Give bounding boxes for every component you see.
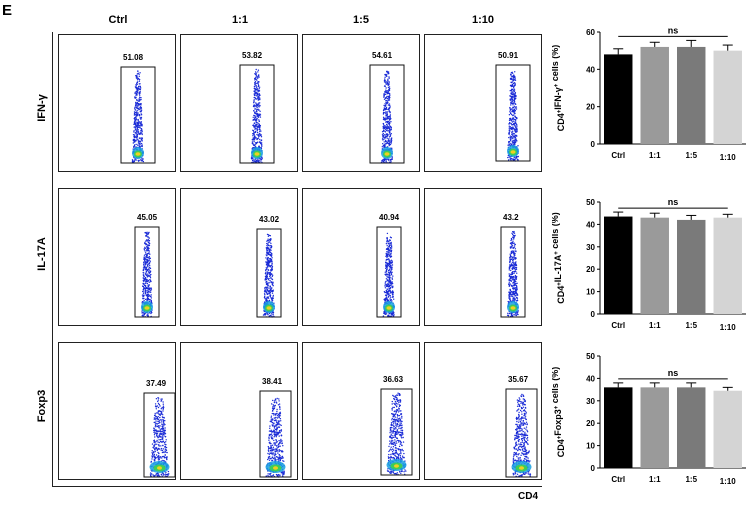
significance-label: ns [668, 368, 679, 378]
category-label: 1:10 [720, 477, 737, 486]
y-tick-label: 40 [586, 65, 595, 74]
flow-plot: 43.02 [180, 188, 298, 326]
flow-scatter [380, 388, 413, 476]
category-label: 1:10 [720, 323, 737, 332]
gate-percentage: 50.91 [498, 51, 519, 60]
column-heading-ctrl: Ctrl [108, 14, 128, 26]
y-tick-label: 50 [586, 198, 595, 207]
y-axis-label: CD4+IFN-γ+ cells (%) [552, 45, 566, 132]
flow-plot: 51.08 [58, 34, 176, 172]
panel-letter: E [2, 2, 13, 19]
bar [713, 390, 742, 468]
column-heading-1-1: 1:1 [232, 14, 248, 26]
y-tick-label: 20 [586, 265, 595, 274]
row-label-foxp3: Foxp3 [36, 389, 48, 423]
y-tick-label: 60 [586, 28, 595, 37]
y-tick-label: 30 [586, 243, 595, 252]
y-tick-label: 20 [586, 103, 595, 112]
y-tick-label: 0 [591, 310, 596, 319]
bar [713, 50, 742, 144]
x-axis-line [52, 486, 542, 487]
significance-label: ns [668, 197, 679, 207]
significance-label: ns [668, 25, 679, 35]
bar [604, 216, 633, 314]
bar-chart-il-17a: CD4+IL-17A+ cells (%) 0 10 20 30 40 50 Ctrl 1:1 1… [552, 197, 746, 332]
column-heading-1-10: 1:10 [471, 14, 495, 26]
flow-plot: 50.91 [424, 34, 542, 172]
column-heading-1-5: 1:5 [353, 14, 369, 26]
bar [640, 217, 669, 314]
gate-percentage: 35.67 [508, 375, 529, 384]
gate-percentage: 54.61 [372, 51, 393, 60]
bar [640, 46, 669, 144]
y-tick-label: 40 [586, 374, 595, 383]
category-label: Ctrl [611, 475, 625, 484]
category-label: 1:1 [649, 151, 661, 160]
flow-plot: 53.82 [180, 34, 298, 172]
gate-percentage: 53.82 [242, 51, 263, 60]
flow-plot: 38.41 [180, 342, 298, 480]
flow-scatter [500, 226, 526, 318]
y-tick-label: 10 [586, 288, 595, 297]
gate-percentage: 38.41 [262, 377, 283, 386]
bar-chart-foxp3: CD4+Foxp3+ cells (%) 0 10 20 30 40 50 Ctrl 1:1 1:… [552, 352, 746, 486]
bar-chart-ifn-gamma: CD4+IFN-γ+ cells (%) 0 20 40 60 Ctrl 1:1 1:5 1:1… [552, 25, 746, 162]
category-label: 1:1 [649, 475, 661, 484]
flow-plot: 36.63 [302, 342, 420, 480]
gate-percentage: 37.49 [146, 379, 167, 388]
category-label: 1:1 [649, 321, 661, 330]
gate-percentage: 43.02 [259, 215, 280, 224]
y-tick-label: 20 [586, 419, 595, 428]
y-tick-label: 0 [591, 464, 596, 473]
gate-percentage: 36.63 [383, 375, 404, 384]
flow-plot: 43.2 [424, 188, 542, 326]
flow-plot: 35.67 [424, 342, 542, 480]
x-axis-title: CD4 [518, 491, 539, 502]
flow-scatter [376, 226, 402, 318]
bar [604, 54, 633, 144]
gate-percentage: 43.2 [503, 213, 519, 222]
bar [640, 387, 669, 468]
y-tick-label: 0 [591, 140, 596, 149]
category-label: Ctrl [611, 321, 625, 330]
y-tick-label: 40 [586, 220, 595, 229]
gate-percentage: 40.94 [379, 213, 400, 222]
flow-scatter [120, 66, 156, 164]
flow-scatter [134, 226, 160, 318]
bar [713, 217, 742, 314]
row-label-il-17a: IL-17A [36, 237, 48, 271]
category-label: Ctrl [611, 151, 625, 160]
y-tick-label: 10 [586, 442, 595, 451]
flow-plot: 37.49 [58, 342, 176, 480]
flow-scatter [259, 390, 292, 478]
flow-scatter [239, 64, 275, 164]
flow-scatter [256, 228, 282, 318]
flow-plot: 45.05 [58, 188, 176, 326]
flow-scatter [505, 388, 538, 478]
y-axis-line [52, 32, 53, 487]
category-label: 1:10 [720, 153, 737, 162]
y-axis-label: CD4+Foxp3+ cells (%) [552, 367, 566, 458]
gate-percentage: 45.05 [137, 213, 158, 222]
flow-plot: 40.94 [302, 188, 420, 326]
flow-scatter [143, 392, 176, 478]
bar [677, 46, 706, 144]
y-tick-label: 30 [586, 397, 595, 406]
category-label: 1:5 [685, 475, 697, 484]
bar [677, 387, 706, 468]
y-tick-label: 50 [586, 352, 595, 361]
flow-scatter [369, 64, 405, 164]
flow-plot: 54.61 [302, 34, 420, 172]
bar [677, 219, 706, 314]
flow-scatter [495, 64, 531, 162]
row-label-ifn-gamma: IFN-γ [36, 94, 48, 122]
y-axis-label: CD4+IL-17A+ cells (%) [552, 212, 566, 304]
bar [604, 387, 633, 468]
category-label: 1:5 [685, 321, 697, 330]
category-label: 1:5 [685, 151, 697, 160]
gate-percentage: 51.08 [123, 53, 144, 62]
